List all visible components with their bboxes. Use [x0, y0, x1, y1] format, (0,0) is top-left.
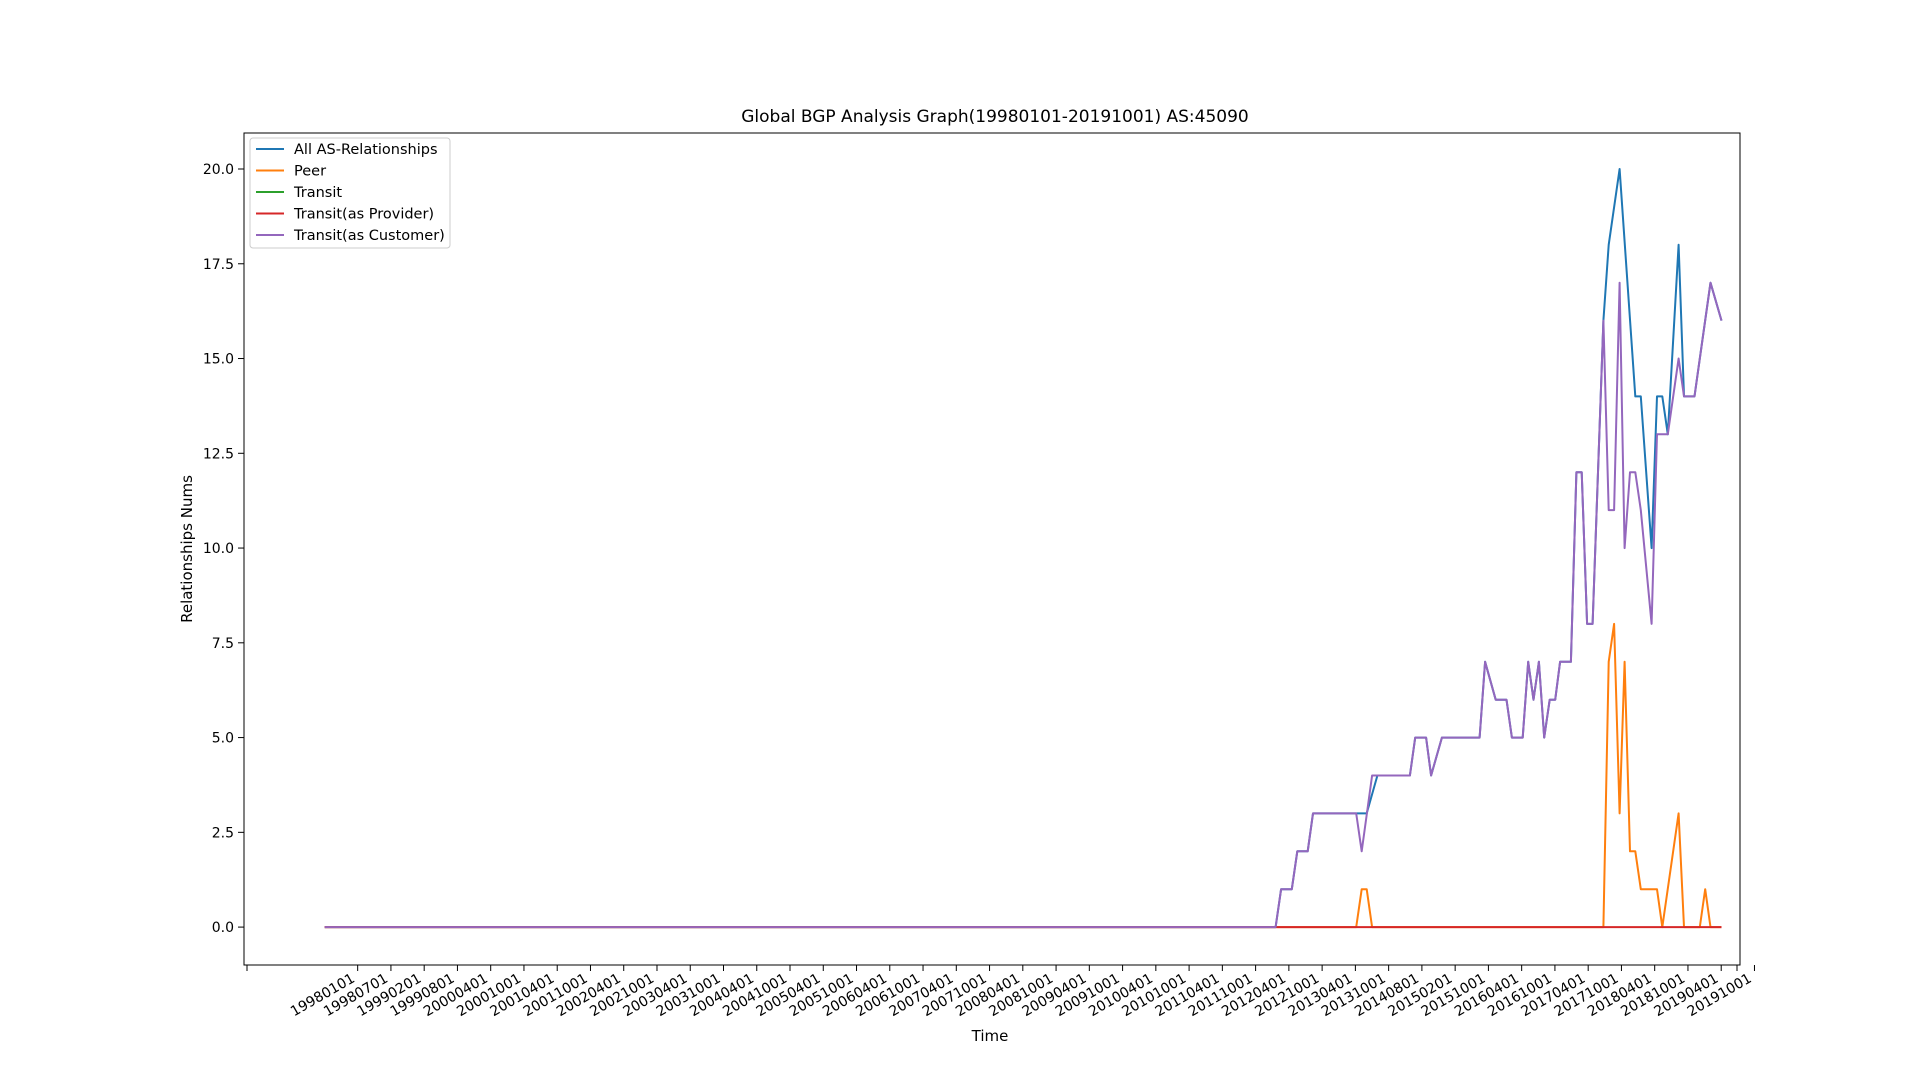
- chart-title: Global BGP Analysis Graph(19980101-20191…: [741, 107, 1249, 127]
- axes-frame: [243, 132, 1741, 966]
- y-axis: 0.0 2.5 5.0 7.5 10.0 12.5 15.0 17.5 20.0: [203, 162, 244, 936]
- legend-frame: [249, 137, 451, 249]
- legend: All AS-Relationships Peer Transit Transit(a…: [249, 137, 451, 249]
- y-tick-label: 0.0: [212, 920, 234, 936]
- y-axis-label: Relationships Nums: [178, 475, 196, 623]
- y-tick-label: 20.0: [203, 162, 234, 178]
- x-axis-label: Time: [971, 1027, 1009, 1045]
- legend-label-1: Peer: [294, 164, 326, 180]
- y-tick-label: 12.5: [203, 446, 234, 462]
- legend-label-2: Transit: [293, 185, 342, 201]
- y-tick-label: 7.5: [212, 636, 234, 652]
- series-line-4: [324, 281, 1723, 929]
- plot-area: [324, 168, 1723, 929]
- legend-label-3: Transit(as Provider): [293, 207, 434, 223]
- y-tick-label: 5.0: [212, 731, 234, 747]
- y-tick-label: 2.5: [212, 825, 234, 841]
- y-tick-label: 10.0: [203, 541, 234, 557]
- y-tick-label: 17.5: [203, 257, 234, 273]
- y-tick-label: 15.0: [203, 352, 234, 368]
- legend-label-0: All AS-Relationships: [294, 142, 438, 158]
- legend-label-4: Transit(as Customer): [293, 228, 445, 244]
